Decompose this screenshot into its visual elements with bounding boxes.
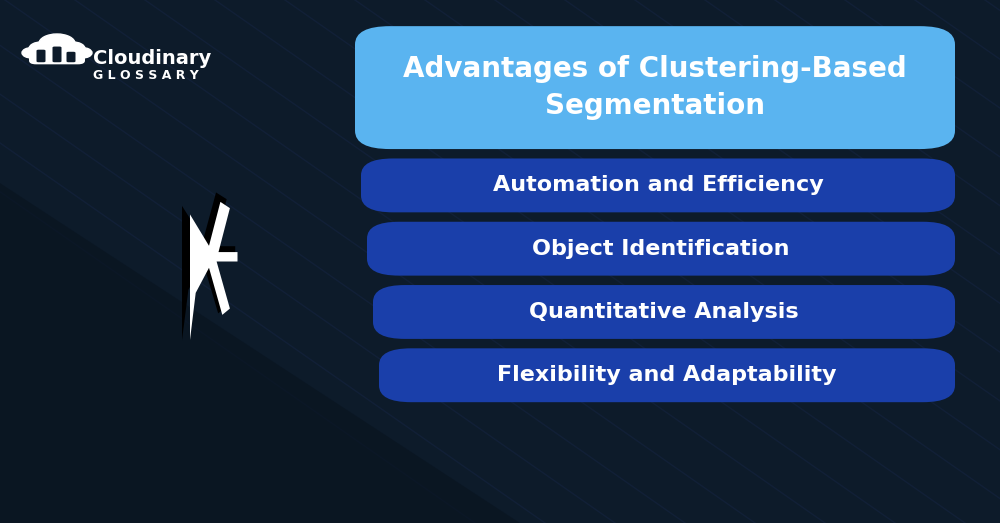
Text: Cloudinary: Cloudinary	[93, 49, 211, 68]
Circle shape	[29, 42, 55, 55]
Text: Automation and Efficiency: Automation and Efficiency	[493, 175, 823, 196]
FancyBboxPatch shape	[379, 348, 955, 402]
FancyBboxPatch shape	[373, 285, 955, 339]
Text: Object Identification: Object Identification	[532, 238, 790, 259]
FancyBboxPatch shape	[66, 52, 76, 62]
Text: Flexibility and Adaptability: Flexibility and Adaptability	[497, 365, 837, 385]
FancyBboxPatch shape	[361, 158, 955, 212]
FancyBboxPatch shape	[37, 50, 46, 62]
Circle shape	[72, 48, 92, 58]
Circle shape	[59, 42, 85, 55]
Circle shape	[22, 48, 42, 58]
Text: Advantages of Clustering-Based
Segmentation: Advantages of Clustering-Based Segmentat…	[403, 55, 907, 120]
FancyBboxPatch shape	[367, 222, 955, 276]
Polygon shape	[190, 202, 238, 340]
Circle shape	[39, 34, 75, 53]
FancyBboxPatch shape	[355, 26, 955, 149]
Polygon shape	[182, 192, 235, 340]
FancyBboxPatch shape	[29, 51, 85, 64]
Polygon shape	[0, 183, 520, 523]
Text: G L O S S A R Y: G L O S S A R Y	[93, 69, 199, 82]
Text: Quantitative Analysis: Quantitative Analysis	[529, 302, 799, 322]
FancyBboxPatch shape	[53, 47, 62, 62]
